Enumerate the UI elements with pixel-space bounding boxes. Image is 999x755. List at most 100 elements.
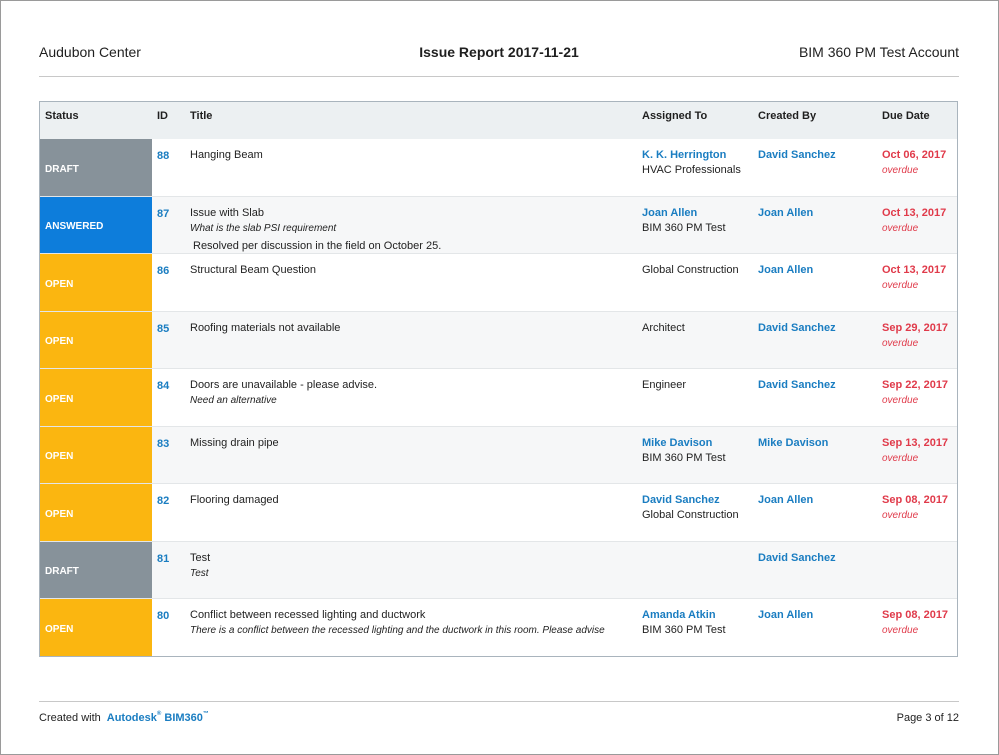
col-assigned-to: Assigned To [642, 110, 708, 122]
due-date: Sep 08, 2017 [882, 494, 949, 506]
creator-link[interactable]: David Sanchez [758, 149, 836, 161]
created-by-cell: David Sanchez [758, 148, 876, 163]
account-name: BIM 360 PM Test Account [798, 44, 959, 60]
creator-link[interactable]: David Sanchez [758, 551, 836, 564]
table-row[interactable]: ANSWERED 87 Issue with Slab What is the sla… [40, 195, 957, 254]
due-date: Sep 22, 2017 [882, 379, 949, 391]
issue-id-link[interactable]: 85 [157, 322, 170, 335]
issue-title-cell: Structural Beam Question [190, 263, 630, 278]
created-by-cell: Joan Allen [758, 608, 876, 623]
product-name: BIM360 [164, 712, 203, 724]
issue-id-link[interactable]: 80 [157, 610, 170, 622]
assignee-company: HVAC Professionals [642, 164, 741, 176]
issue-title-cell: Flooring damaged [190, 493, 630, 508]
issue-id-link[interactable]: 82 [157, 495, 170, 507]
due-date: Oct 13, 2017 [882, 264, 947, 276]
issue-id-link[interactable]: 86 [157, 265, 170, 277]
assigned-to-cell: Engineer [642, 378, 752, 393]
issue-description: What is the slab PSI requirement [190, 222, 337, 234]
issue-id-link[interactable]: 81 [157, 552, 170, 565]
col-title: Title [190, 110, 213, 122]
status-badge: DRAFT [40, 541, 152, 598]
due-date-cell: Sep 29, 2017 overdue [882, 321, 962, 351]
issue-table: Status ID Title Assigned To Created By D… [39, 101, 958, 657]
due-date-cell: Oct 13, 2017 overdue [882, 206, 962, 236]
creator-link[interactable]: David Sanchez [758, 321, 836, 334]
footer-credit: Created with Autodesk® BIM360™ [39, 711, 209, 724]
status-badge: ANSWERED [40, 196, 152, 253]
issue-title: Conflict between recessed lighting and d… [190, 609, 426, 621]
issue-title-cell: Hanging Beam [190, 148, 630, 163]
issue-id-link[interactable]: 83 [157, 437, 170, 450]
assignee-company: Architect [642, 321, 685, 334]
col-due-date: Due Date [882, 110, 930, 122]
issue-title: Missing drain pipe [190, 436, 279, 449]
autodesk-logo[interactable]: Autodesk® BIM360™ [106, 711, 209, 724]
header-divider [39, 76, 959, 77]
table-row[interactable]: OPEN 80 Conflict between recessed lighting… [40, 598, 957, 656]
issue-title: Flooring damaged [190, 494, 279, 506]
col-created-by: Created By [758, 110, 817, 122]
created-by-cell: Mike Davison [758, 436, 876, 451]
table-row[interactable]: DRAFT 88 Hanging Beam K. K. Herrington HVAC … [40, 139, 957, 196]
assignee-link[interactable]: Joan Allen [642, 206, 698, 219]
created-by-cell: David Sanchez [758, 321, 876, 336]
assigned-to-cell: Joan Allen BIM 360 PM Test [642, 206, 752, 236]
issue-id-link[interactable]: 87 [157, 207, 170, 220]
table-row[interactable]: OPEN 86 Structural Beam Question Global Con… [40, 253, 957, 311]
assigned-to-cell: Amanda Atkin BIM 360 PM Test [642, 608, 752, 638]
issue-title: Hanging Beam [190, 149, 263, 161]
brand-name: Autodesk [106, 712, 157, 724]
assignee-company: Global Construction [642, 264, 739, 276]
creator-link[interactable]: Mike Davison [758, 436, 829, 449]
created-by-cell: David Sanchez [758, 551, 876, 566]
assigned-to-cell: David Sanchez Global Construction [642, 493, 752, 523]
table-row[interactable]: OPEN 83 Missing drain pipe Mike Davison BIM … [40, 425, 957, 483]
due-date-cell: Sep 08, 2017 overdue [882, 493, 962, 523]
status-badge: DRAFT [40, 139, 152, 196]
status-badge: OPEN [40, 254, 152, 311]
report-header: Audubon Center Issue Report 2017-11-21 B… [39, 44, 959, 62]
overdue-flag: overdue [882, 452, 919, 464]
creator-link[interactable]: David Sanchez [758, 379, 836, 391]
overdue-flag: overdue [882, 222, 919, 234]
assignee-company: Global Construction [642, 509, 739, 521]
table-row[interactable]: OPEN 82 Flooring damaged David Sanchez Globa… [40, 483, 957, 541]
creator-link[interactable]: Joan Allen [758, 609, 814, 621]
project-name: Audubon Center [39, 44, 141, 60]
table-row[interactable]: DRAFT 81 Test Test David Sanchez [40, 540, 957, 598]
table-row[interactable]: OPEN 85 Roofing materials not available Arc… [40, 310, 957, 368]
issue-title-cell: Test Test [190, 551, 630, 581]
page-number: Page 3 of 12 [896, 712, 959, 724]
created-by-cell: David Sanchez [758, 378, 876, 393]
assignee-link[interactable]: David Sanchez [642, 494, 720, 506]
due-date-cell: Sep 22, 2017 overdue [882, 378, 962, 408]
assigned-to-cell: Global Construction [642, 263, 752, 278]
creator-link[interactable]: Joan Allen [758, 494, 814, 506]
issue-title: Test [190, 551, 211, 564]
assignee-link[interactable]: K. K. Herrington [642, 149, 727, 161]
due-date-cell: Sep 08, 2017 overdue [882, 608, 962, 638]
creator-link[interactable]: Joan Allen [758, 206, 814, 219]
assignee-link[interactable]: Amanda Atkin [642, 609, 716, 621]
assignee-link[interactable]: Mike Davison [642, 436, 713, 449]
due-date: Oct 13, 2017 [882, 206, 947, 219]
table-body: DRAFT 88 Hanging Beam K. K. Herrington HVAC … [40, 139, 957, 656]
creator-link[interactable]: Joan Allen [758, 264, 814, 276]
assigned-to-cell: Mike Davison BIM 360 PM Test [642, 436, 752, 466]
created-with-label: Created with [39, 712, 101, 724]
status-badge: OPEN [40, 484, 152, 541]
issue-id-link[interactable]: 88 [157, 150, 170, 162]
issue-resolution: Resolved per discussion in the field on … [193, 239, 442, 252]
issue-title-cell: Issue with Slab What is the slab PSI requ… [190, 206, 630, 254]
issue-title-cell: Roofing materials not available [190, 321, 630, 336]
created-by-cell: Joan Allen [758, 206, 876, 221]
issue-id-link[interactable]: 84 [157, 380, 170, 392]
assigned-to-cell: Architect [642, 321, 752, 336]
assignee-company: Engineer [642, 379, 687, 391]
product-mark: ™ [202, 711, 209, 717]
overdue-flag: overdue [882, 395, 919, 406]
table-row[interactable]: OPEN 84 Doors are unavailable - please adv… [40, 368, 957, 426]
issue-title: Structural Beam Question [190, 264, 316, 276]
overdue-flag: overdue [882, 280, 919, 291]
